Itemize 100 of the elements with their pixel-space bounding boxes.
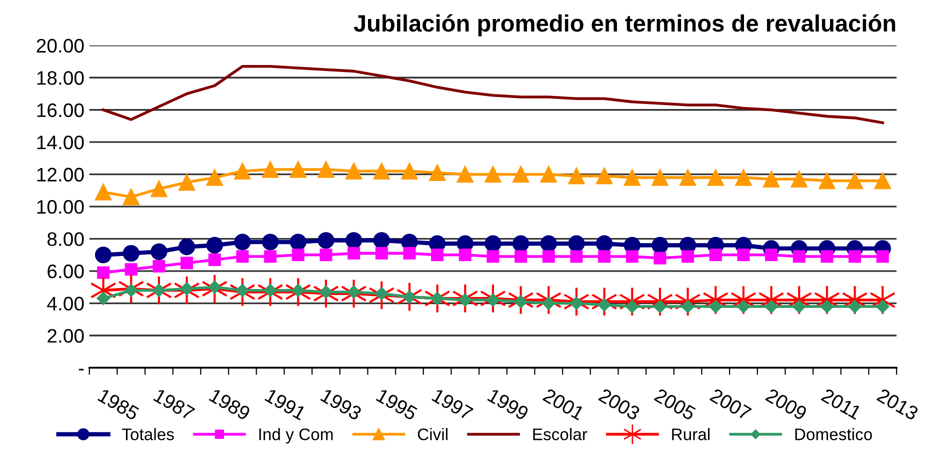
point: [735, 169, 752, 186]
point: [790, 170, 808, 188]
point: [514, 250, 528, 263]
point: [180, 256, 194, 270]
point: [709, 248, 722, 262]
point: [124, 263, 138, 276]
x-tick-label: 1987: [153, 388, 196, 421]
point: [512, 235, 530, 252]
y-tick-label: 20.00: [36, 38, 84, 53]
x-tick-label: 2005: [654, 388, 696, 421]
point: [428, 164, 446, 182]
y-tick-label: 10.00: [37, 200, 84, 214]
x-tick-label: 1997: [431, 388, 474, 421]
point: [874, 172, 891, 190]
point: [456, 166, 474, 183]
y-tick-label: 14.00: [37, 136, 84, 150]
point: [818, 172, 836, 190]
point: [540, 166, 557, 183]
x-tick-label: 1989: [208, 388, 252, 421]
point: [345, 162, 362, 180]
point: [458, 248, 472, 262]
point: [737, 248, 750, 262]
x-tick-label: 2009: [765, 388, 808, 421]
point: [626, 250, 638, 263]
y-tick-label: 12.00: [37, 168, 84, 182]
x-tick-label: 2003: [598, 388, 641, 421]
legend-label: Escolar: [533, 428, 588, 440]
point: [97, 266, 110, 279]
x-tick-label: 2007: [709, 388, 752, 421]
point: [150, 243, 168, 260]
point: [234, 234, 251, 250]
point: [178, 238, 196, 256]
point: [876, 250, 889, 263]
point: [848, 250, 862, 263]
point: [348, 247, 360, 260]
line-series: [102, 64, 884, 124]
x-tick-label: 2011: [820, 388, 862, 420]
point: [486, 250, 500, 263]
point: [598, 250, 611, 263]
y-tick-label: 4.00: [47, 296, 84, 311]
point: [570, 250, 583, 263]
point: [512, 166, 530, 183]
y-tick-label: -: [78, 368, 84, 370]
point: [568, 235, 585, 252]
y-tick-label: 6.00: [48, 264, 84, 278]
x-tick-label: 1993: [320, 388, 362, 421]
legend-label: Ind y Com: [259, 428, 333, 444]
point: [122, 188, 140, 206]
point: [542, 250, 555, 263]
point: [401, 162, 418, 180]
point: [234, 162, 251, 180]
point: [375, 247, 388, 260]
x-tick-label: 2001: [542, 388, 586, 421]
x-tick-label: 1991: [264, 388, 307, 421]
point: [178, 174, 196, 191]
point: [206, 169, 223, 186]
point: [679, 169, 696, 186]
x-tick-label: 1995: [376, 388, 418, 421]
y-tick-label: 2.00: [48, 328, 84, 343]
point: [403, 247, 416, 260]
legend-label: Domestico: [795, 428, 872, 440]
point: [150, 180, 168, 198]
point: [262, 234, 279, 250]
x-tick-label: 1985: [97, 388, 140, 421]
point: [290, 234, 306, 250]
point: [292, 248, 304, 262]
point: [484, 235, 502, 252]
point: [290, 161, 306, 178]
point: [707, 169, 724, 186]
point: [373, 162, 390, 180]
x-tick-label: 1999: [487, 388, 530, 421]
y-tick-label: 18.00: [37, 71, 84, 85]
point: [652, 169, 668, 186]
point: [431, 248, 444, 262]
point: [264, 250, 277, 263]
point: [152, 260, 166, 272]
point: [652, 236, 668, 254]
point: [94, 184, 112, 200]
point: [94, 246, 112, 264]
point: [846, 172, 864, 190]
point: [208, 254, 221, 266]
point: [320, 248, 332, 262]
point: [540, 235, 557, 252]
point: [596, 168, 613, 184]
point: [484, 166, 502, 183]
point: [373, 232, 390, 249]
point: [236, 250, 249, 263]
point: [122, 244, 140, 262]
point: [568, 168, 585, 184]
point: [820, 250, 834, 263]
legend-label: Totales: [122, 428, 174, 440]
point: [345, 232, 362, 249]
chart-title: Jubilación promedio en terminos de revaluación: [354, 14, 896, 36]
point: [596, 235, 613, 252]
point: [765, 248, 778, 262]
legend-label: Civil: [418, 428, 448, 440]
y-tick-label: 8.00: [48, 232, 84, 246]
point: [318, 161, 334, 178]
x-tick-label: 2013: [876, 388, 920, 421]
y-tick-label: 16.00: [37, 103, 84, 118]
